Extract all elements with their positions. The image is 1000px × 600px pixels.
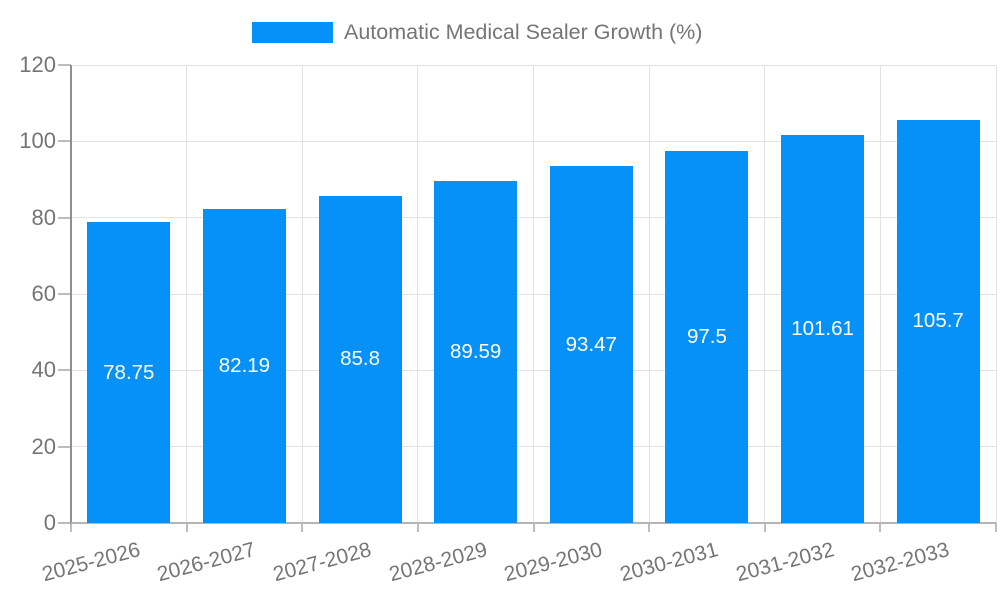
bar <box>318 195 402 523</box>
y-tick-label: 20 <box>31 433 56 459</box>
y-tick-label: 40 <box>31 357 56 383</box>
x-tick-mark <box>185 523 188 532</box>
y-axis-line <box>70 65 72 524</box>
x-tick-mark <box>301 523 304 532</box>
v-gridline <box>186 65 188 523</box>
bar <box>781 135 865 523</box>
bar <box>665 150 749 523</box>
bar <box>87 222 171 523</box>
y-tick-mark <box>58 216 71 219</box>
x-tick-mark <box>416 523 419 532</box>
y-tick-mark <box>58 140 71 143</box>
v-gridline <box>301 65 303 523</box>
x-tick-mark <box>763 523 766 532</box>
y-tick-label: 80 <box>31 204 56 230</box>
y-tick-label: 100 <box>19 128 56 154</box>
bar <box>434 181 518 523</box>
y-tick-mark <box>58 293 71 295</box>
bar-value-label: 97.5 <box>686 324 727 348</box>
x-tick-mark <box>879 523 882 532</box>
bar-value-label: 85.8 <box>340 347 381 371</box>
v-gridline <box>417 65 419 523</box>
bar-value-label: 82.19 <box>218 354 271 378</box>
v-gridline <box>764 65 766 523</box>
x-tick-mark <box>70 523 72 532</box>
legend-swatch <box>252 22 333 43</box>
bar <box>896 119 980 523</box>
v-gridline <box>533 65 534 523</box>
bar <box>202 209 286 523</box>
v-gridline <box>879 65 881 523</box>
v-gridline <box>648 65 650 523</box>
y-tick-label: 60 <box>31 281 56 306</box>
x-axis-line <box>71 522 996 524</box>
bar-value-label: 89.59 <box>450 340 502 364</box>
y-tick-label: 120 <box>19 52 56 77</box>
x-tick-mark <box>995 523 997 532</box>
y-tick-label: 0 <box>43 510 56 535</box>
bar <box>549 166 633 523</box>
legend-label: Automatic Medical Sealer Growth (%) <box>344 20 703 44</box>
y-tick-mark <box>58 369 71 372</box>
bar-value-label: 105.7 <box>912 309 964 333</box>
bar-value-label: 101.61 <box>791 317 854 341</box>
legend: Automatic Medical Sealer Growth (%) <box>0 0 1000 55</box>
v-gridline <box>995 65 997 523</box>
bar-value-label: 78.75 <box>103 360 155 384</box>
y-tick-mark <box>58 64 71 66</box>
x-tick-mark <box>532 523 535 532</box>
x-tick-mark <box>648 523 651 532</box>
y-tick-mark <box>58 445 71 448</box>
bar-value-label: 93.47 <box>565 332 617 356</box>
y-tick-mark <box>58 522 71 524</box>
